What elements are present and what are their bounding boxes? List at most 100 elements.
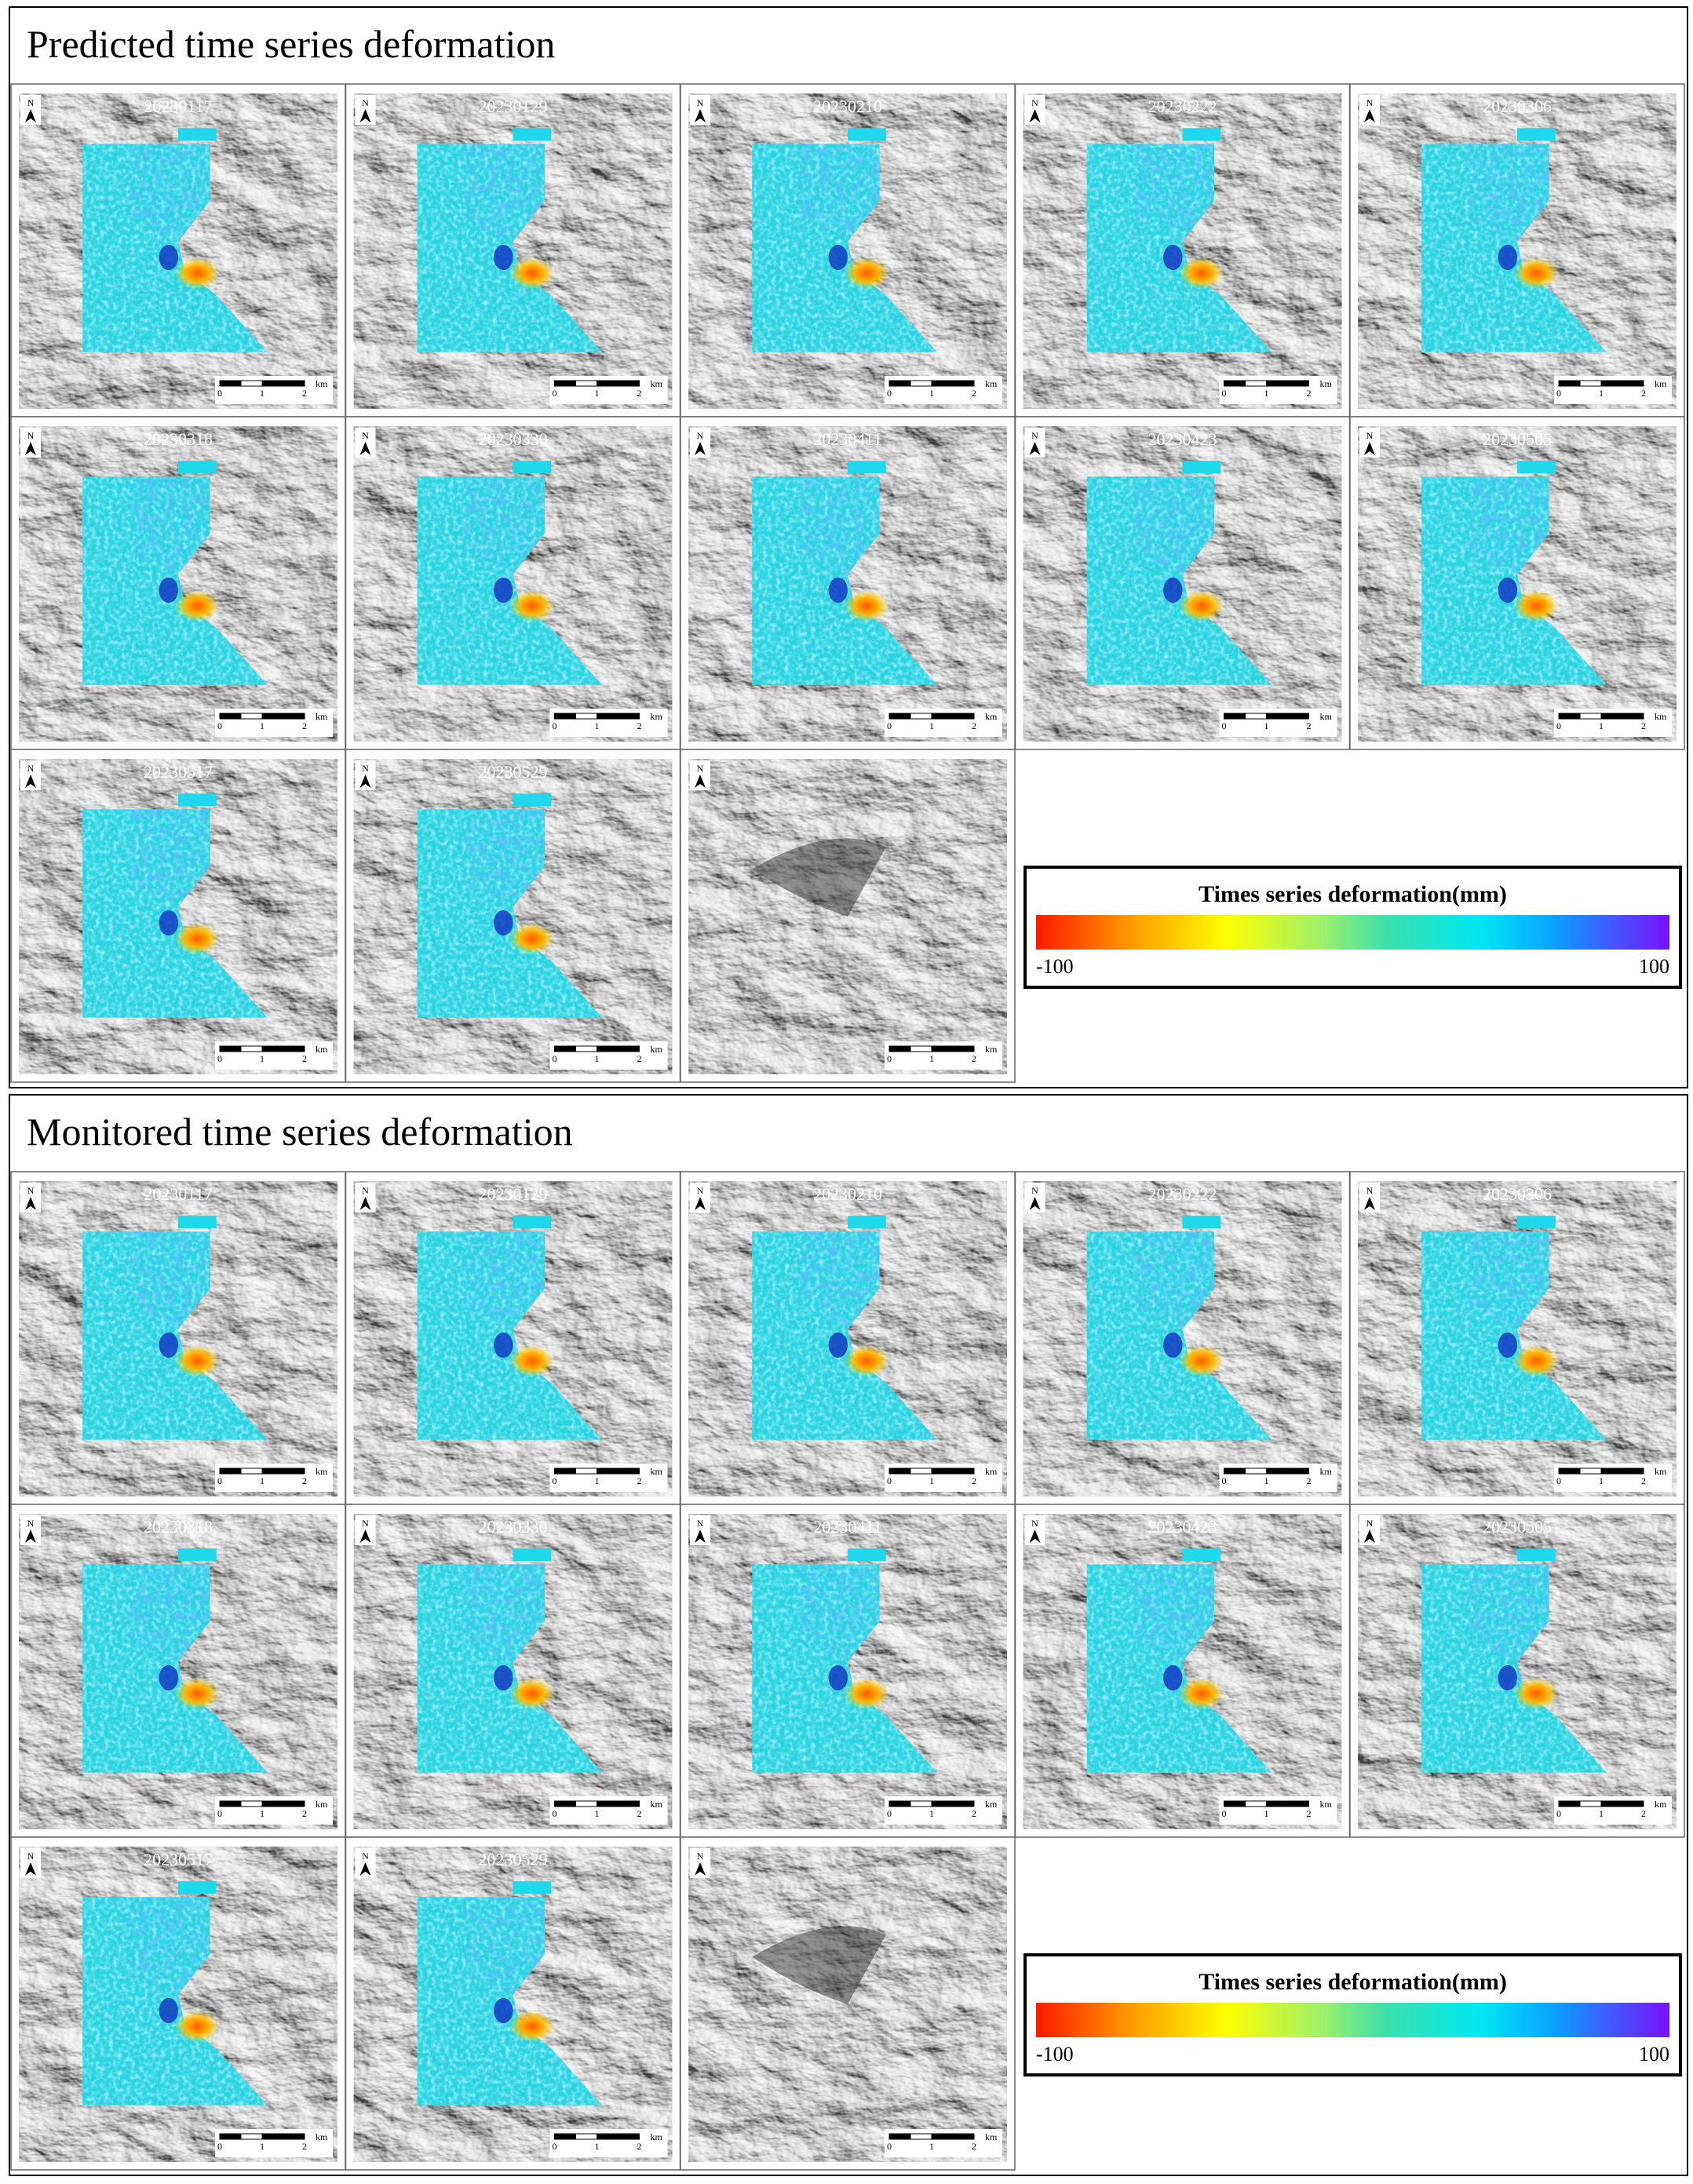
scale-segment <box>219 1800 242 1807</box>
deformation-sink <box>828 244 848 271</box>
scale-segment <box>888 713 911 720</box>
scale-tick-label: 1 <box>1264 720 1269 731</box>
scale-segment <box>554 713 576 720</box>
scale-segment <box>575 2133 597 2140</box>
scale-tick-label: 2 <box>1307 720 1312 731</box>
scale-tick-label: 2 <box>302 720 307 731</box>
deformation-speckle <box>417 1231 603 1440</box>
scale-unit: km <box>316 2131 328 2142</box>
scale-segment <box>1266 1801 1309 1807</box>
scale-segment <box>575 1800 597 1807</box>
panel-date: 20230330 <box>479 429 548 449</box>
panel-date: 20230529 <box>479 762 548 782</box>
scale-tick-label: 2 <box>637 2141 642 2152</box>
scale-unit: km <box>1655 1799 1667 1810</box>
deformation-speckle <box>82 809 268 1018</box>
scale-tick-label: 0 <box>1556 1808 1561 1819</box>
north-label: N <box>27 1185 35 1196</box>
deformation-strip <box>1182 128 1221 141</box>
deformation-strip <box>513 793 552 807</box>
scale-segment <box>910 1045 932 1052</box>
deformation-speckle <box>82 144 268 352</box>
deformation-speckle <box>1421 1231 1607 1440</box>
deformation-hotspot <box>509 257 555 290</box>
deformation-speckle-blue <box>465 1231 545 1329</box>
scale-unit: km <box>316 711 328 722</box>
scale-segment <box>1558 380 1581 387</box>
scale-tick-label: 2 <box>972 1808 976 1819</box>
panel-date: 20230411 <box>813 1517 881 1537</box>
deformation-strip <box>513 1548 552 1562</box>
scale-segment <box>240 1800 263 1807</box>
scale-tick-label: 2 <box>302 1808 307 1819</box>
panel-date: 20230411 <box>813 429 881 449</box>
section-title: Predicted time series deformation <box>27 22 555 66</box>
deformation-speckle <box>1086 144 1272 352</box>
scale-tick-label: 2 <box>1641 388 1646 399</box>
scale-segment <box>932 381 974 386</box>
north-arrow <box>359 109 371 122</box>
north-label: N <box>27 430 35 441</box>
panel-date: 20230330 <box>479 1517 548 1537</box>
scale-unit: km <box>651 2131 663 2142</box>
deformation-sink <box>159 1664 179 1691</box>
deformation-strip <box>513 128 552 141</box>
deformation-speckle <box>417 1897 603 2106</box>
scale-tick-label: 2 <box>1307 388 1312 399</box>
scale-tick-label: 0 <box>553 1808 557 1819</box>
north-label: N <box>362 430 369 441</box>
scale-tick-label: 1 <box>260 2141 265 2152</box>
scale-tick-label: 2 <box>302 2141 307 2152</box>
scale-tick-label: 0 <box>1222 388 1227 399</box>
scale-segment <box>1224 1468 1246 1475</box>
scale-tick-label: 2 <box>302 1053 307 1064</box>
scale-segment <box>1558 713 1581 720</box>
north-label: N <box>362 1518 369 1529</box>
scale-segment <box>932 713 974 719</box>
scale-segment <box>1579 1800 1602 1807</box>
scale-tick-label: 2 <box>972 2141 976 2152</box>
dark-slope <box>752 1926 886 2004</box>
deformation-hotspot <box>1513 1345 1559 1377</box>
scale-tick-label: 1 <box>929 1053 934 1064</box>
deformation-speckle <box>417 1564 603 1773</box>
scale-tick-label: 2 <box>302 1475 307 1486</box>
panel-date: 20230505 <box>1483 429 1552 449</box>
deformation-hotspot <box>1513 257 1559 290</box>
panel-date: 20230423 <box>1148 1517 1217 1537</box>
north-arrow <box>695 1530 706 1543</box>
north-arrow <box>1364 1197 1375 1210</box>
deformation-sink <box>1498 577 1517 603</box>
north-label: N <box>362 1185 369 1196</box>
deformation-speckle <box>82 1231 268 1440</box>
deformation-strip <box>513 1881 552 1894</box>
scale-tick-label: 0 <box>553 1053 557 1064</box>
scale-unit: km <box>985 378 998 389</box>
scale-segment <box>1579 380 1602 387</box>
scale-segment <box>240 1468 263 1475</box>
deformation-strip <box>178 1548 217 1562</box>
scale-segment <box>1579 713 1602 720</box>
section-title: Monitored time series deformation <box>27 1110 573 1154</box>
scale-tick-label: 0 <box>553 388 557 399</box>
scale-unit: km <box>1655 1466 1667 1477</box>
scale-tick-label: 0 <box>1556 388 1561 399</box>
scale-tick-label: 2 <box>637 1053 642 1064</box>
deformation-strip <box>1182 1216 1221 1229</box>
colorbar <box>1036 2003 1669 2037</box>
scale-tick-label: 1 <box>929 1808 934 1819</box>
scale-tick-label: 0 <box>1222 720 1227 731</box>
deformation-strip <box>848 1548 886 1562</box>
scale-tick-label: 2 <box>637 388 642 399</box>
scale-unit: km <box>985 1466 998 1477</box>
scale-tick-label: 0 <box>217 1475 222 1486</box>
scale-tick-label: 0 <box>1556 720 1561 731</box>
deformation-strip <box>848 128 886 141</box>
deformation-speckle-blue <box>130 1897 210 1995</box>
north-arrow <box>359 1862 371 1876</box>
scale-tick-label: 0 <box>217 1808 222 1819</box>
legend-max: 100 <box>1639 955 1669 978</box>
deformation-strip <box>1517 1216 1556 1229</box>
scale-tick-label: 0 <box>887 1808 892 1819</box>
